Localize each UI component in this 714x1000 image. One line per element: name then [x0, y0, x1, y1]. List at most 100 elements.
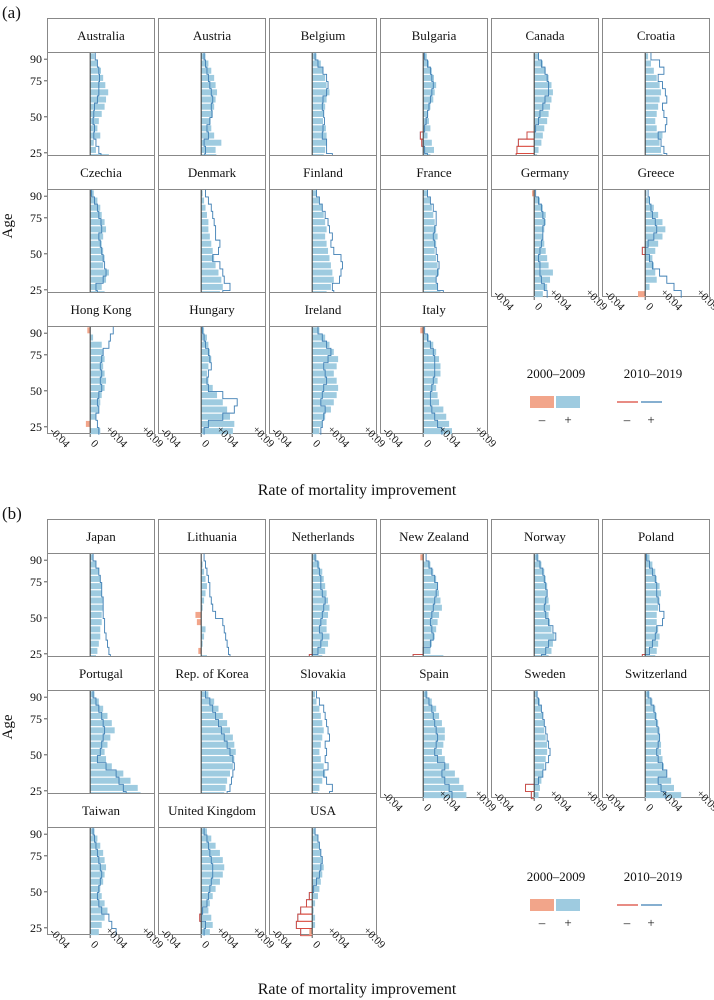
bar	[90, 590, 102, 597]
bar	[90, 363, 104, 370]
x-tick-label: 0	[532, 802, 545, 815]
bar	[312, 118, 323, 125]
panel-strip	[491, 519, 599, 554]
bar	[201, 914, 212, 921]
bar	[423, 770, 455, 777]
x-axis-title: Rate of mortality improvement	[258, 482, 457, 499]
bar	[423, 698, 432, 705]
y-tick-label: 25	[30, 921, 42, 935]
step-line-2010-2019	[317, 326, 332, 435]
bar	[534, 568, 545, 575]
bar	[423, 575, 437, 582]
bar	[645, 74, 657, 81]
panel-title: Hungary	[189, 302, 235, 317]
panel: Germany-0.04 0 +0.04 +0.09	[491, 155, 610, 313]
bar	[90, 341, 102, 348]
panel-title: New Zealand	[399, 529, 469, 544]
bar	[90, 370, 105, 377]
bar	[312, 327, 320, 334]
step-line-2010-2019	[536, 553, 557, 662]
bar	[534, 597, 549, 604]
step-line-2010-2019	[95, 326, 114, 435]
bar	[423, 590, 440, 597]
bar	[534, 118, 548, 125]
bar	[201, 590, 206, 597]
bar	[423, 233, 438, 240]
panel-strip	[158, 656, 266, 691]
panel-label: (b)	[2, 504, 22, 523]
bar	[90, 233, 104, 240]
panel-title: Norway	[524, 529, 566, 544]
panel-title: Canada	[526, 28, 565, 43]
x-tick-label: 0	[421, 802, 434, 815]
bar	[90, 413, 96, 420]
bar	[534, 712, 543, 719]
bar	[201, 197, 205, 204]
bar	[90, 276, 107, 283]
panel: Denmark	[158, 155, 266, 298]
bar	[312, 53, 317, 60]
x-tick-label: +0.09	[361, 925, 388, 952]
y-tick-label: 90	[30, 553, 42, 567]
panel-title: Finland	[303, 165, 343, 180]
bar	[312, 348, 334, 355]
bar	[423, 626, 437, 633]
bar	[423, 82, 437, 89]
bar	[201, 857, 223, 864]
bar	[309, 929, 313, 936]
bar	[423, 197, 431, 204]
bar	[312, 211, 324, 218]
bar	[423, 583, 438, 590]
bar	[534, 103, 551, 110]
bar	[90, 878, 104, 885]
bar	[423, 377, 438, 384]
bar	[312, 269, 333, 276]
bar	[201, 907, 209, 914]
panel-title: Switzerland	[625, 666, 688, 681]
bar	[201, 125, 212, 132]
bar	[534, 204, 543, 211]
bar	[645, 597, 660, 604]
bar	[423, 204, 432, 211]
bar	[312, 125, 326, 132]
bar	[312, 590, 327, 597]
bar	[534, 146, 539, 153]
panel-strip	[47, 519, 155, 554]
bar	[201, 921, 213, 928]
bar	[420, 327, 424, 334]
bar	[90, 74, 104, 81]
bar	[312, 262, 331, 269]
bar	[423, 334, 429, 341]
panel: Ireland-0.04 0 +0.04 +0.09	[269, 292, 388, 450]
bar	[645, 283, 650, 290]
panel-strip	[269, 656, 377, 691]
bar	[90, 900, 105, 907]
bar	[423, 784, 464, 791]
x-tick-label: 0	[643, 802, 656, 815]
bar	[312, 255, 330, 262]
bar	[90, 96, 107, 103]
bar	[201, 929, 210, 936]
x-tick-label: +0.09	[472, 424, 499, 451]
bar	[534, 777, 542, 784]
panel: Bulgaria	[380, 18, 488, 161]
bar	[423, 255, 437, 262]
panel: Norway	[491, 519, 599, 662]
panel-title: Portugal	[79, 666, 123, 681]
y-tick-label: 50	[30, 247, 42, 261]
bar	[645, 82, 660, 89]
step-line-2010-2019	[412, 553, 439, 662]
bar	[90, 67, 101, 74]
bar	[201, 240, 212, 247]
panel-strip	[47, 793, 155, 828]
bar	[645, 247, 656, 254]
panel: United Kingdom-0.04 0 +0.04 +0.09	[158, 793, 277, 951]
bar	[312, 828, 316, 835]
bar	[534, 255, 548, 262]
bar	[312, 914, 316, 921]
bar	[90, 377, 107, 384]
bar	[201, 428, 233, 435]
bar	[534, 590, 548, 597]
panel: Switzerland-0.04 0 +0.04 +0.09	[602, 656, 714, 815]
bar	[534, 74, 549, 81]
